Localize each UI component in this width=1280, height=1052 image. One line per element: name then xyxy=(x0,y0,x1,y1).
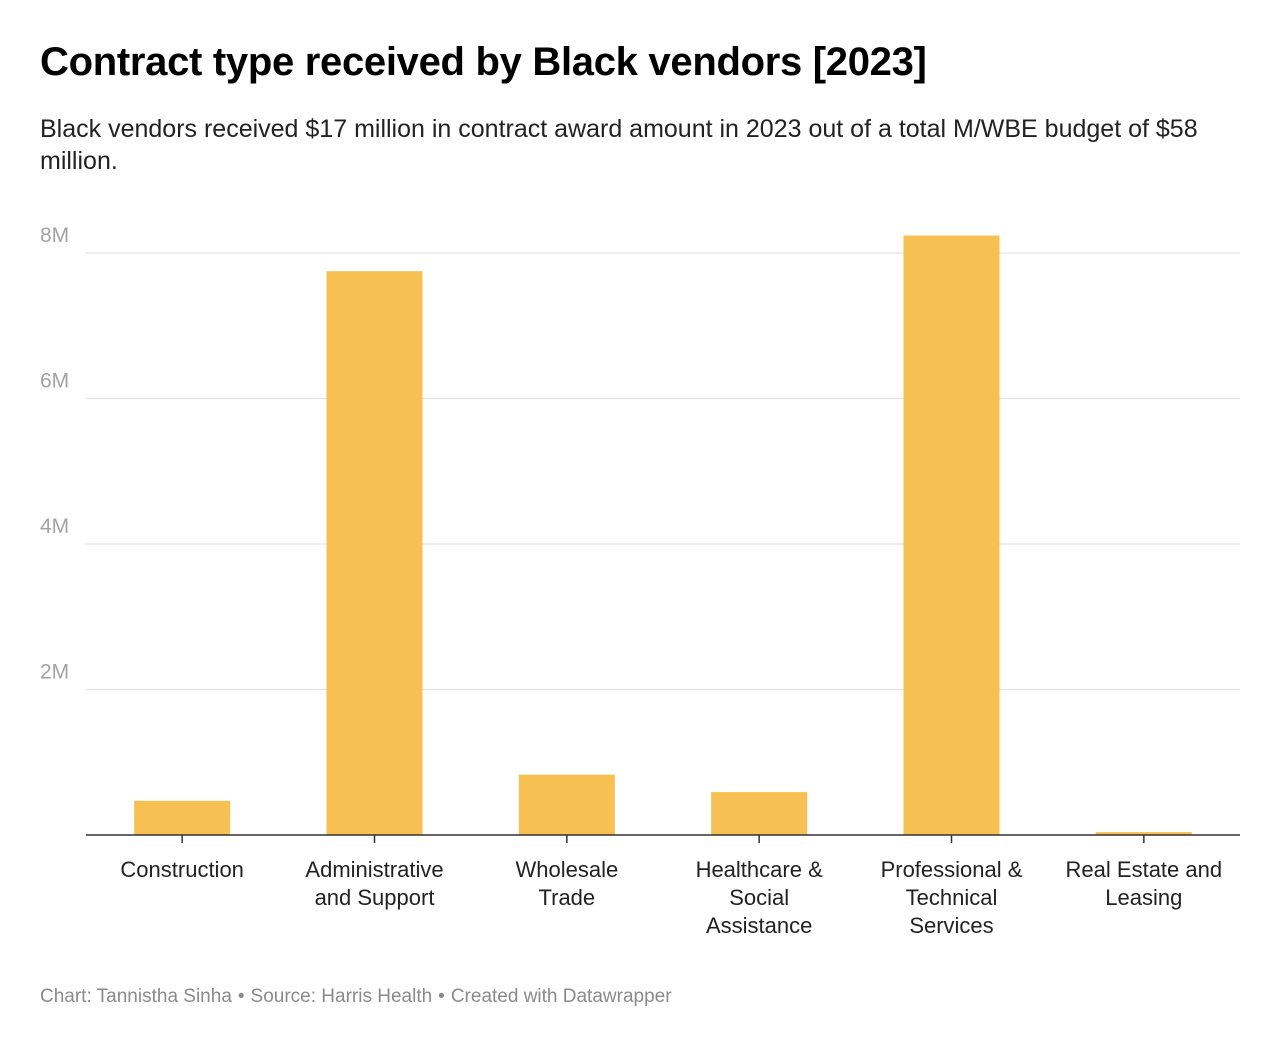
x-tick-label: Administrative and Support xyxy=(305,857,443,910)
bar xyxy=(711,792,808,835)
bar xyxy=(134,800,231,835)
created-with-link[interactable]: Created with Datawrapper xyxy=(450,986,672,1007)
y-tick-label: 8M xyxy=(40,224,69,247)
x-tick-label: Wholesale Trade xyxy=(515,857,618,910)
bar xyxy=(326,271,423,835)
category-labels: Construction Administrative and Support Who… xyxy=(120,857,1222,938)
bar xyxy=(903,235,1000,836)
bar xyxy=(518,774,615,835)
chart-footer: Chart: Tannistha Sinha • Source: Harris He… xyxy=(40,986,672,1008)
bars xyxy=(134,235,1192,836)
source-credit: Source: Harris Health xyxy=(250,986,433,1007)
x-tick-label: Real Estate and Leasing xyxy=(1066,857,1223,910)
y-tick-label: 6M xyxy=(40,370,69,393)
x-tick-label: Professional & Technical Services xyxy=(881,857,1023,938)
y-tick-label: 4M xyxy=(40,515,69,538)
footer-separator: • xyxy=(237,986,245,1007)
chart-credit: Chart: Tannistha Sinha xyxy=(40,986,232,1007)
gridlines: 2M 4M 6M 8M xyxy=(40,224,1240,691)
x-tick-label: Construction xyxy=(120,857,244,882)
footer-separator: • xyxy=(438,986,445,1007)
bar xyxy=(1095,832,1192,835)
bar-chart: 2M 4M 6M 8M Construction Administrative and S… xyxy=(40,224,1240,938)
x-axis xyxy=(86,834,1240,843)
chart-subtitle: Black vendors received $17 million in co… xyxy=(40,115,1198,175)
x-tick-label: Healthcare & Social Assistance xyxy=(696,857,824,938)
chart-title: Contract type received by Black vendors … xyxy=(40,40,927,84)
y-tick-label: 2M xyxy=(40,661,69,684)
